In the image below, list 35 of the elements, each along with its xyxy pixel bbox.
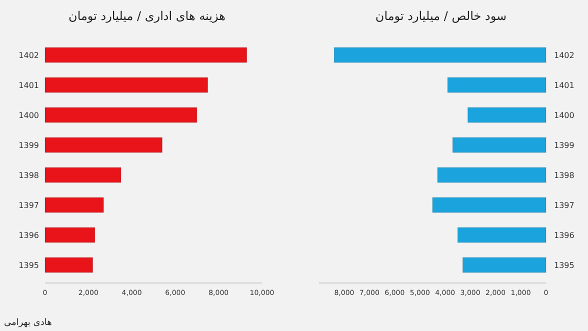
bar bbox=[457, 227, 546, 243]
y-tick-label: 1401 bbox=[554, 81, 574, 90]
y-tick-label: 1396 bbox=[18, 231, 39, 240]
chart-title: هزینه های اداری / میلیارد تومان bbox=[68, 9, 226, 23]
bar bbox=[432, 197, 546, 213]
y-tick-label: 1396 bbox=[554, 231, 574, 240]
bar bbox=[462, 257, 546, 273]
bar bbox=[452, 137, 546, 153]
bar bbox=[44, 197, 104, 213]
y-tick-label: 1400 bbox=[554, 111, 574, 120]
y-tick-label: 1397 bbox=[554, 201, 574, 210]
y-tick-label: 1395 bbox=[554, 261, 574, 270]
y-tick-label: 1398 bbox=[18, 171, 39, 180]
chart-title: سود خالص / میلیارد تومان bbox=[375, 9, 507, 23]
bar bbox=[437, 167, 546, 183]
y-tick-label: 1401 bbox=[18, 81, 39, 90]
bar bbox=[334, 47, 546, 63]
y-tick-label: 1395 bbox=[18, 261, 39, 270]
bar bbox=[44, 107, 198, 123]
y-tick-label: 1402 bbox=[554, 51, 574, 60]
bar bbox=[44, 257, 93, 273]
bar bbox=[468, 107, 546, 123]
y-tick-label: 1399 bbox=[554, 141, 574, 150]
y-tick-label: 1398 bbox=[554, 171, 574, 180]
bar bbox=[44, 47, 248, 63]
bar bbox=[447, 77, 546, 93]
text: هادی بهرامی bbox=[4, 318, 52, 328]
bar bbox=[44, 167, 122, 183]
y-tick-label: 1399 bbox=[18, 141, 39, 150]
y-tick-label: 1397 bbox=[18, 201, 39, 210]
bar bbox=[44, 227, 96, 243]
bar bbox=[44, 137, 162, 153]
y-tick-label: 1400 bbox=[18, 111, 39, 120]
y-tick-label: 1402 bbox=[18, 51, 39, 60]
bar bbox=[44, 77, 208, 93]
